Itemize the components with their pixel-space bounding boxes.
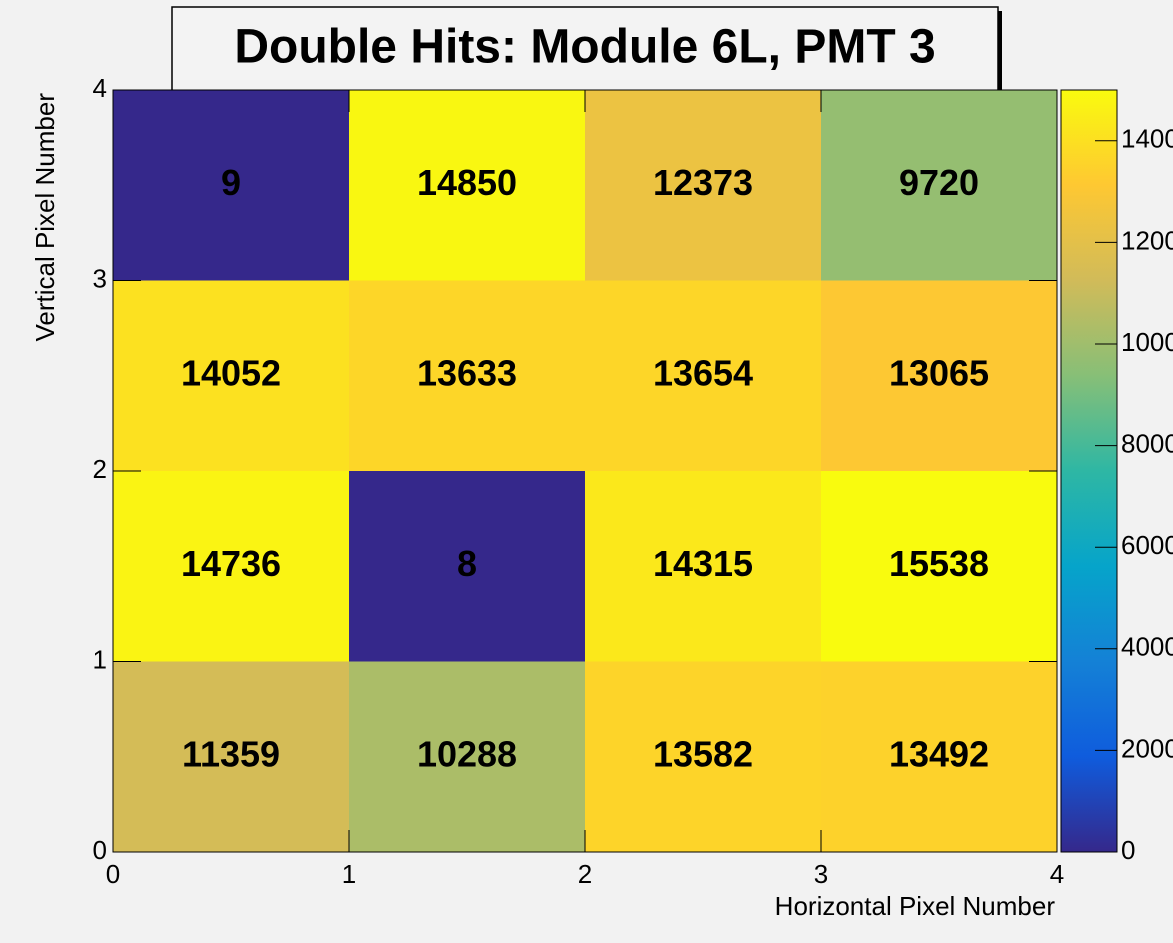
x-tick-label: 2 bbox=[578, 859, 592, 889]
cell-label: 12373 bbox=[653, 162, 753, 203]
x-tick-label: 0 bbox=[106, 859, 120, 889]
cell-label: 14850 bbox=[417, 162, 517, 203]
heatmap-cell bbox=[113, 90, 349, 281]
heatmap-cell bbox=[821, 471, 1057, 662]
heatmap-cell bbox=[349, 280, 585, 471]
x-tick-label: 3 bbox=[814, 859, 828, 889]
cell-label: 14736 bbox=[181, 543, 281, 584]
colorbar-tick-label: 6000 bbox=[1121, 530, 1173, 560]
heatmap-cell bbox=[113, 280, 349, 471]
cell-label: 13582 bbox=[653, 733, 753, 774]
cell-label: 13065 bbox=[889, 352, 989, 393]
heatmap-cell bbox=[113, 661, 349, 852]
cell-label: 8 bbox=[457, 543, 477, 584]
x-axis-label: Horizontal Pixel Number bbox=[775, 891, 1056, 921]
colorbar-tick-label: 14000 bbox=[1121, 124, 1173, 154]
x-tick-label: 4 bbox=[1050, 859, 1064, 889]
colorbar-tick-label: 4000 bbox=[1121, 632, 1173, 662]
cell-label: 11359 bbox=[182, 733, 280, 774]
heatmap-cell bbox=[821, 90, 1057, 281]
x-tick-label: 1 bbox=[342, 859, 356, 889]
heatmap-cell bbox=[585, 661, 821, 852]
cell-label: 10288 bbox=[417, 733, 517, 774]
heatmap-cell bbox=[821, 661, 1057, 852]
y-tick-label: 2 bbox=[93, 454, 107, 484]
cell-label: 15538 bbox=[889, 543, 989, 584]
y-tick-label: 0 bbox=[93, 835, 107, 865]
heatmap-cell bbox=[349, 661, 585, 852]
y-axis-label: Vertical Pixel Number bbox=[30, 93, 60, 342]
cell-label: 14315 bbox=[653, 543, 753, 584]
heatmap-cell bbox=[113, 471, 349, 662]
color-bar bbox=[1060, 89, 1118, 853]
heatmap-cell bbox=[349, 471, 585, 662]
colorbar-tick-label: 10000 bbox=[1121, 327, 1173, 357]
cell-label: 9720 bbox=[899, 162, 979, 203]
cell-label: 13654 bbox=[653, 352, 753, 393]
y-tick-label: 1 bbox=[93, 644, 107, 674]
colorbar-tick-label: 8000 bbox=[1121, 428, 1173, 458]
y-tick-label: 3 bbox=[93, 263, 107, 293]
chart-title: Double Hits: Module 6L, PMT 3 bbox=[234, 21, 935, 74]
heatmap-cell bbox=[585, 280, 821, 471]
y-tick-label: 4 bbox=[93, 73, 107, 103]
colorbar-tick-label: 0 bbox=[1121, 835, 1135, 865]
heatmap-cell bbox=[585, 90, 821, 281]
cell-label: 13633 bbox=[417, 352, 517, 393]
cell-label: 14052 bbox=[181, 352, 281, 393]
heatmap-cell bbox=[585, 471, 821, 662]
cell-label: 9 bbox=[221, 162, 241, 203]
heatmap-cell bbox=[349, 90, 585, 281]
heatmap-cell bbox=[821, 280, 1057, 471]
cell-label: 13492 bbox=[889, 733, 989, 774]
colorbar-tick-label: 12000 bbox=[1121, 225, 1173, 255]
colorbar-tick-label: 2000 bbox=[1121, 733, 1173, 763]
